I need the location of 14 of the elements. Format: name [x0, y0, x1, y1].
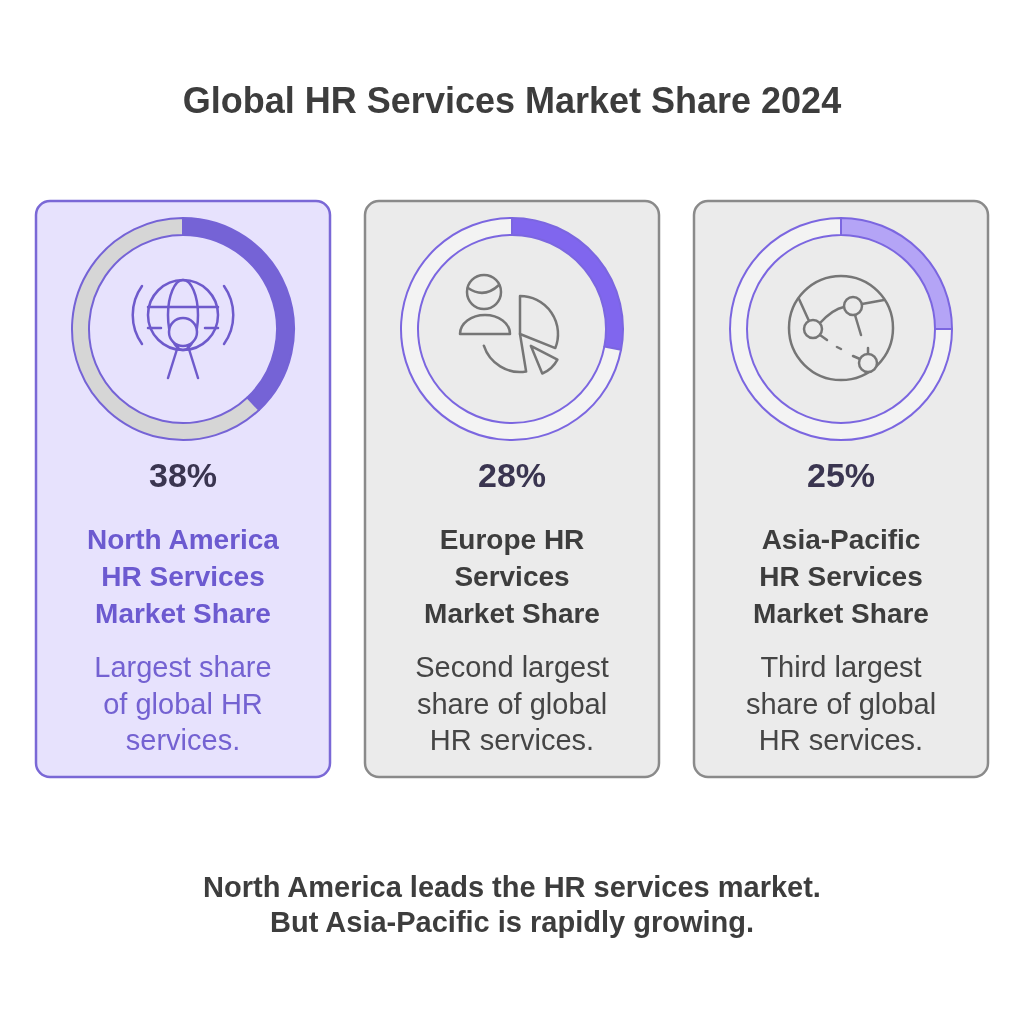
text: Second largest share of global HR services. [415, 651, 609, 756]
text: North America leads the HR services market. [203, 871, 821, 903]
donut-slice [400, 217, 623, 441]
text: 28% [477, 456, 547, 494]
text: Third largest share of global HR services. [745, 651, 937, 756]
text: But Asia-Pacific is rapidly growing. [270, 906, 754, 938]
text: Europe HR Services Market Share [424, 524, 600, 629]
text: Global HR Services Market Share 2024 [182, 80, 842, 121]
text: North America HR Services Market Share [87, 524, 280, 629]
text: Asia-Pacific HR Services Market Share [753, 524, 929, 629]
text: 38% [148, 456, 218, 494]
text: Largest share of global HR services. [94, 651, 272, 756]
donut-slice [729, 217, 953, 441]
text: 25% [806, 456, 876, 494]
